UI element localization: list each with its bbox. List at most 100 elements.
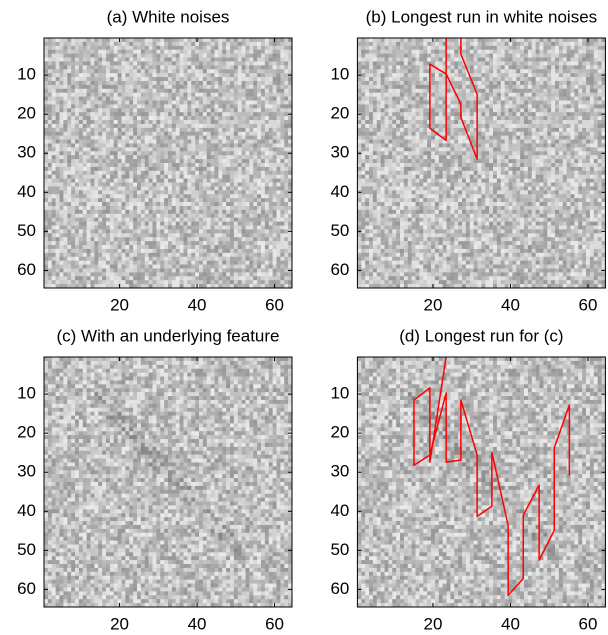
noise-pixel [590,69,594,73]
noise-pixel [180,186,184,190]
noise-pixel [94,89,98,93]
noise-pixel [67,175,71,179]
noise-pixel [122,190,126,194]
noise-pixel [280,210,284,214]
noise-pixel [141,97,145,101]
noise-pixel [106,163,110,167]
noise-pixel [187,136,191,140]
noise-pixel [280,249,284,253]
noise-pixel [106,253,110,257]
noise-pixel [145,257,149,261]
noise-pixel [60,272,64,276]
noise-pixel [230,257,234,261]
noise-pixel [172,276,176,280]
noise-pixel [180,175,184,179]
noise-pixel [164,241,168,245]
noise-pixel [180,265,184,269]
noise-pixel [118,155,122,159]
noise-pixel [168,276,172,280]
noise-pixel [164,226,168,230]
noise-pixel [203,147,207,151]
noise-pixel [71,50,75,54]
noise-pixel [172,202,176,206]
noise-pixel [462,81,466,85]
noise-pixel [156,226,160,230]
noise-pixel [598,69,602,73]
noise-pixel [164,54,168,58]
noise-pixel [234,276,238,280]
noise-pixel [153,120,157,124]
noise-pixel [164,140,168,144]
noise-pixel [211,147,215,151]
noise-pixel [133,73,137,77]
noise-pixel [60,77,64,81]
noise-pixel [218,42,222,46]
noise-pixel [149,77,153,81]
noise-pixel [60,38,64,42]
noise-pixel [396,73,400,77]
noise-pixel [187,265,191,269]
noise-pixel [156,257,160,261]
noise-pixel [222,104,226,108]
noise-pixel [211,54,215,58]
noise-pixel [149,171,153,175]
panel: 204060102030405060(b) Longest run in whi… [330,7,605,314]
noise-pixel [106,175,110,179]
noise-pixel [199,241,203,245]
noise-pixel [261,214,265,218]
noise-pixel [203,268,207,272]
noise-pixel [230,136,234,140]
noise-pixel [242,175,246,179]
noise-pixel [222,151,226,155]
noise-pixel [52,268,56,272]
noise-pixel [226,202,230,206]
noise-pixel [56,265,60,269]
noise-pixel [44,210,48,214]
noise-pixel [269,194,273,198]
noise-pixel [156,249,160,253]
noise-pixel [168,241,172,245]
noise-pixel [133,268,137,272]
noise-pixel [195,198,199,202]
noise-pixel [153,175,157,179]
noise-pixel [184,85,188,89]
noise-pixel [137,167,141,171]
noise-pixel [48,89,52,93]
noise-pixel [184,229,188,233]
noise-pixel [361,42,365,46]
noise-pixel [265,61,269,65]
noise-pixel [137,163,141,167]
noise-pixel [145,222,149,226]
noise-pixel [218,69,222,73]
noise-pixel [246,104,250,108]
noise-pixel [48,42,52,46]
noise-pixel [102,97,106,101]
y-tick-label: 10 [17,65,36,84]
noise-pixel [94,101,98,105]
noise-pixel [222,61,226,65]
noise-pixel [497,81,501,85]
noise-pixel [129,128,133,132]
noise-pixel [122,81,126,85]
noise-pixel [133,265,137,269]
noise-pixel [277,190,281,194]
noise-pixel [238,147,242,151]
noise-pixel [83,112,87,116]
noise-pixel [129,218,133,222]
noise-pixel [277,128,281,132]
noise-pixel [485,89,489,93]
noise-pixel [87,190,91,194]
noise-pixel [160,46,164,50]
noise-pixel [137,237,141,241]
noise-pixel [149,155,153,159]
noise-pixel [207,136,211,140]
noise-pixel [118,268,122,272]
noise-pixel [102,38,106,42]
noise-pixel [211,218,215,222]
noise-pixel [153,179,157,183]
noise-pixel [501,77,505,81]
noise-pixel [524,85,528,89]
noise-pixel [176,61,180,65]
noise-pixel [172,140,176,144]
noise-pixel [590,50,594,54]
